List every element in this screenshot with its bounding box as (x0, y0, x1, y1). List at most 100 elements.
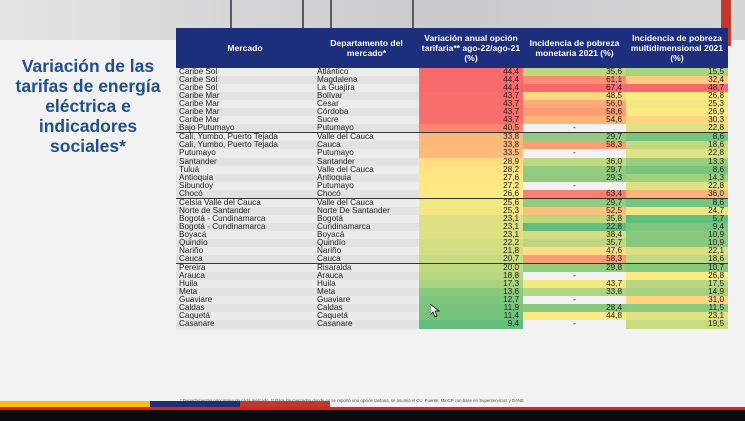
cell-departamento: Bogotá (314, 214, 419, 223)
cell-pobreza-multidimensional: 30,3 (626, 116, 728, 125)
cell-variacion: 44,4 (419, 76, 523, 85)
cell-pobreza-multidimensional: 24,7 (626, 206, 728, 215)
mouse-cursor-icon (430, 304, 440, 318)
cell-mercado: Caribe Mar (176, 108, 314, 117)
cell-mercado: Caquetá (176, 312, 314, 321)
cell-mercado: Cali, Yumbo, Puerto Tejada (176, 132, 314, 142)
cell-pobreza-multidimensional: 14,9 (626, 288, 728, 297)
cell-variacion: 40,5 (419, 124, 523, 133)
cell-mercado: Pereira (176, 263, 314, 273)
cell-mercado: Sibundoy (176, 181, 314, 190)
cell-mercado: Caribe Mar (176, 100, 314, 109)
cell-variacion: 23,1 (419, 230, 523, 239)
cell-variacion: 28,2 (419, 165, 523, 174)
cell-pobreza-monetaria: 58,3 (523, 141, 626, 150)
cell-variacion: 43,7 (419, 116, 523, 125)
cell-pobreza-monetaria: 58,6 (523, 108, 626, 117)
cell-mercado: Santander (176, 157, 314, 166)
cell-pobreza-monetaria: 47,6 (523, 247, 626, 256)
cell-pobreza-multidimensional: 8,6 (626, 165, 728, 174)
table-row: Tuluá Valle del Cauca 28,2 29,7 8,6 (176, 165, 728, 174)
table-row: Huila Huila 17,3 43,7 17,5 (176, 280, 728, 289)
table-row: Nariño Nariño 21,8 47,6 22,1 (176, 247, 728, 256)
table-row: Meta Meta 13,6 33,8 14,9 (176, 288, 728, 297)
table-row: Caribe Mar Bolívar 43,7 48,5 26,8 (176, 92, 728, 101)
cell-variacion: 17,3 (419, 280, 523, 289)
footnote: * Departamentos principales de cada merc… (180, 398, 526, 403)
cell-pobreza-monetaria: 28,4 (523, 304, 626, 313)
cell-departamento: Valle del Cauca (314, 132, 419, 142)
cell-mercado: Meta (176, 288, 314, 297)
background-red-element (721, 0, 731, 46)
cell-pobreza-multidimensional: 26,9 (626, 108, 728, 117)
cell-departamento: Valle del Cauca (314, 165, 419, 174)
cell-variacion: 25,3 (419, 206, 523, 215)
cell-mercado: Bogotá - Cundinamarca (176, 214, 314, 223)
cell-pobreza-monetaria: 52,5 (523, 206, 626, 215)
cell-departamento: Risaralda (314, 263, 419, 273)
cell-departamento: Cesar (314, 100, 419, 109)
table-row: Quindío Quindío 22,2 35,7 10,9 (176, 238, 728, 248)
cell-pobreza-multidimensional: 10,9 (626, 230, 728, 239)
cell-mercado: Cali, Yumbo, Puerto Tejada (176, 141, 314, 150)
cell-pobreza-multidimensional: 19,5 (626, 320, 728, 329)
table-row: Caribe Mar Córdoba 43,7 58,6 26,9 (176, 108, 728, 117)
cell-mercado: Quindío (176, 238, 314, 248)
table-header-row: Mercado Departamento del mercado* Variac… (176, 28, 728, 68)
cell-pobreza-multidimensional: 26,8 (626, 272, 728, 281)
cell-pobreza-monetaria: - (523, 124, 626, 133)
cell-pobreza-monetaria: 58,3 (523, 255, 626, 264)
cell-pobreza-monetaria: - (523, 149, 626, 158)
table-row: Caribe Sol Atlántico 44,4 35,6 15,5 (176, 68, 728, 77)
table-row: Boyacá Boyacá 23,1 38,4 10,9 (176, 230, 728, 239)
cell-departamento: Putumayo (314, 124, 419, 133)
cell-pobreza-monetaria: 35,6 (523, 68, 626, 77)
cell-pobreza-multidimensional: 25,3 (626, 100, 728, 109)
cell-pobreza-multidimensional: 31,0 (626, 296, 728, 305)
cell-departamento: Bolívar (314, 92, 419, 101)
cell-pobreza-monetaria: 22,8 (523, 222, 626, 231)
cell-variacion: 12,7 (419, 296, 523, 305)
cell-variacion: 33,8 (419, 141, 523, 150)
cell-pobreza-multidimensional: 26,8 (626, 92, 728, 101)
cell-departamento: Quindío (314, 238, 419, 248)
cell-variacion: 44,4 (419, 68, 523, 77)
cell-pobreza-monetaria: 29,7 (523, 197, 626, 207)
cell-mercado: Tuluá (176, 165, 314, 174)
cell-departamento: Caquetá (314, 312, 419, 321)
cell-pobreza-monetaria: 33,8 (523, 288, 626, 297)
cell-pobreza-monetaria: 56,0 (523, 100, 626, 109)
table-row: Bajo Putumayo Putumayo 40,5-22,8 (176, 124, 728, 133)
cell-mercado: Bogotá - Cundinamarca (176, 222, 314, 231)
cell-mercado: Putumayo (176, 149, 314, 158)
cell-mercado: Bajo Putumayo (176, 124, 314, 133)
table-row: Cauca Cauca 20,7 58,3 18,6 (176, 255, 728, 264)
video-progress-bar[interactable] (0, 407, 745, 410)
cell-pobreza-monetaria: - (523, 181, 626, 190)
cell-departamento: Magdalena (314, 76, 419, 85)
cell-pobreza-multidimensional: 23,1 (626, 312, 728, 321)
header-mercado: Mercado (176, 28, 314, 68)
cell-departamento: Cauca (314, 141, 419, 150)
cell-departamento: Putumayo (314, 149, 419, 158)
tariff-table: Mercado Departamento del mercado* Variac… (176, 28, 728, 329)
cell-pobreza-multidimensional: 22,8 (626, 149, 728, 158)
cell-departamento: Casanare (314, 320, 419, 329)
table-row: Caquetá Caquetá 11,4 44,8 23,1 (176, 312, 728, 321)
table-row: Caribe Sol Magdalena 44,4 61,1 32,4 (176, 76, 728, 85)
cell-pobreza-monetaria: 43,7 (523, 280, 626, 289)
cell-variacion: 22,2 (419, 238, 523, 248)
cell-variacion: 9,4 (419, 320, 523, 329)
cell-mercado: Cauca (176, 255, 314, 264)
table-row: Casanare Casanare 9,4-19,5 (176, 320, 728, 329)
cell-variacion: 33,5 (419, 149, 523, 158)
table-body: Caribe Sol Atlántico 44,4 35,6 15,5 Caribe So… (176, 68, 728, 329)
table-row: Cali, Yumbo, Puerto Tejada Valle del Cauc… (176, 132, 728, 142)
cell-mercado: Chocó (176, 189, 314, 199)
cell-departamento: Cundinamarca (314, 222, 419, 231)
table-row: Putumayo Putumayo 33,5-22,8 (176, 149, 728, 158)
table-row: Santander Santander 28,9 36,0 13,3 (176, 157, 728, 166)
cell-mercado: Guaviare (176, 296, 314, 305)
presentation-slide: Variación de las tarifas de energía eléc… (0, 0, 745, 407)
slide-title: Variación de las tarifas de energía eléc… (15, 56, 161, 156)
